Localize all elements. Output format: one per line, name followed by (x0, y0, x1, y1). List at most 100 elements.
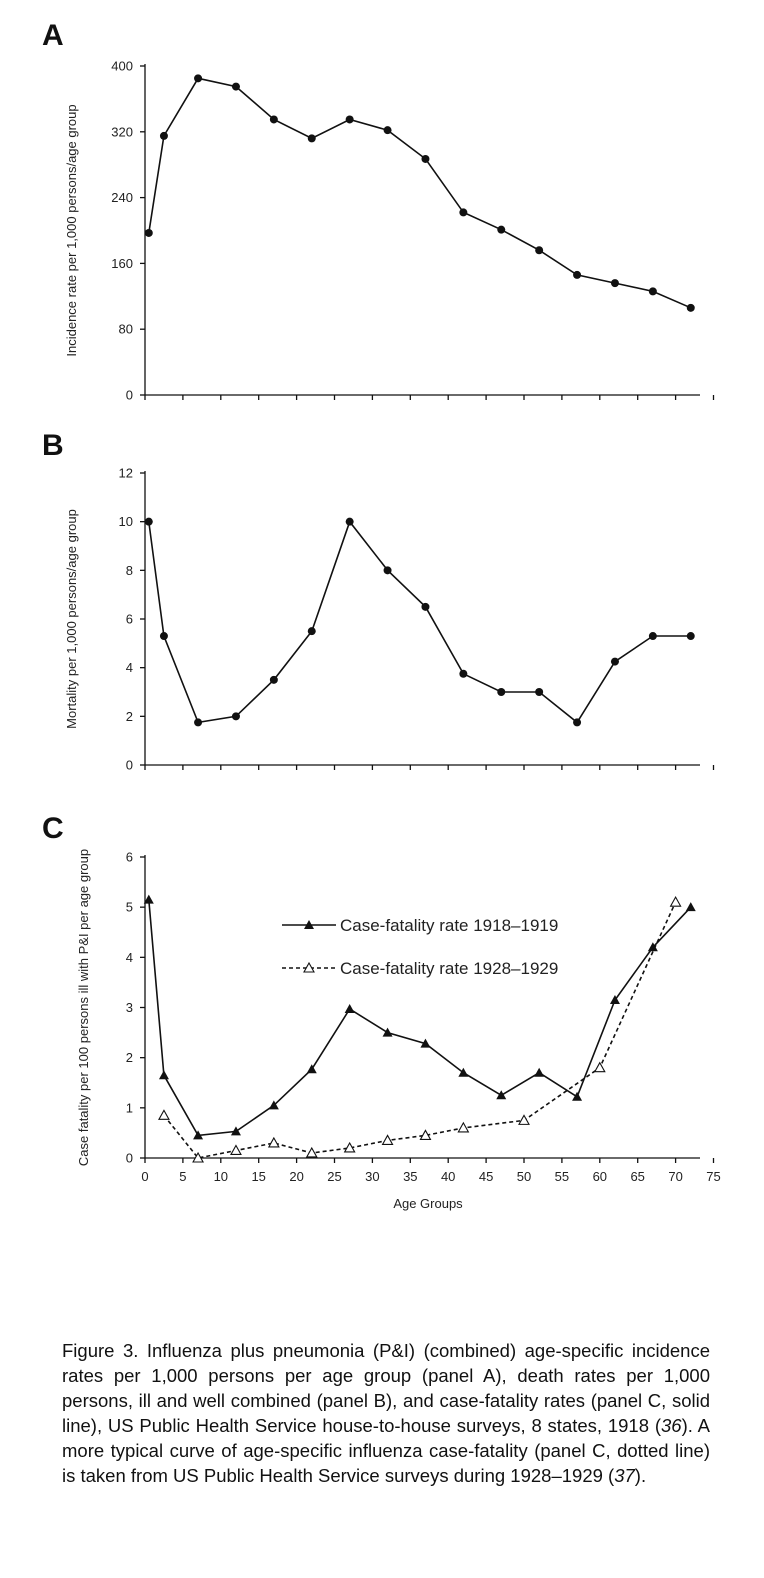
panel-c-x-tick-label: 55 (555, 1169, 569, 1184)
panel-c-data-point (420, 1038, 431, 1048)
panel-a-data-point (459, 208, 468, 217)
panel-c-x-tick-label: 75 (706, 1169, 720, 1184)
panel-c-data-point (306, 1064, 317, 1074)
panel-c-x-tick-label: 65 (630, 1169, 644, 1184)
panel-c-x-tick-label: 40 (441, 1169, 455, 1184)
caption-text-1: Figure 3. Influenza plus pneumonia (P&I)… (62, 1340, 710, 1436)
panel-b-data-point (159, 632, 168, 641)
panel-c-data-point (518, 1114, 530, 1125)
panel-b-data-point (194, 718, 203, 727)
panel-a-data-point (307, 134, 316, 143)
panel-c-y-tick-label: 6 (126, 850, 133, 865)
panel-c-x-tick-label: 70 (668, 1169, 682, 1184)
panel-a-data-point (194, 74, 203, 83)
panel-c-x-axis-title: Age Groups (393, 1196, 463, 1211)
panel-b-data-point (144, 517, 153, 526)
panel-a-data-point (497, 225, 506, 234)
panel-a-data-point (610, 279, 619, 288)
panel-c-x-tick-label: 50 (517, 1169, 531, 1184)
panel-c-x-tick-label: 45 (479, 1169, 493, 1184)
panel-c-y-tick-label: 5 (126, 900, 133, 915)
panel-c-data-point (685, 902, 696, 912)
panel-c-data-point (193, 1130, 204, 1140)
panel-b-data-point (269, 675, 278, 684)
caption-ref-36: 36 (660, 1415, 682, 1436)
panel-b-data-point (573, 718, 582, 727)
panel-c-data-point (268, 1100, 279, 1110)
panel-c-x-tick-label: 20 (289, 1169, 303, 1184)
panel-b-data-point (610, 657, 619, 666)
panel-c-legend-label-1: Case-fatality rate 1918–1919 (340, 916, 558, 935)
panel-a-data-point (231, 82, 240, 91)
caption-text-2: ). A more typical curve of age-specific … (62, 1415, 710, 1486)
panel-c-data-point (344, 1004, 355, 1014)
panel-c-data-point (593, 1061, 606, 1073)
panel-a-letter: A (42, 19, 64, 52)
panel-a-series-1-line (148, 77, 692, 309)
panel-b-data-point (421, 602, 430, 611)
panel-c-y-tick-label: 4 (126, 950, 133, 965)
panel-a-y-tick-label: 400 (111, 59, 133, 74)
panel-b-y-tick-label: 10 (119, 514, 133, 529)
panel-a-y-axis-title: Incidence rate per 1,000 persons/age gro… (64, 104, 79, 356)
panel-b-y-tick-label: 12 (119, 466, 133, 481)
panel-a-data-point (686, 303, 695, 312)
panel-b-data-point (686, 632, 695, 641)
panel-a-data-point (573, 270, 582, 279)
panel-c-y-tick-label: 2 (126, 1050, 133, 1065)
panel-a-y-tick-label: 0 (126, 388, 133, 403)
panel-c-x-tick-label: 5 (179, 1169, 186, 1184)
caption-ref-37: 37 (614, 1465, 635, 1486)
panel-b-data-point (459, 669, 468, 678)
panel-c-legend-marker-1 (304, 920, 314, 929)
panel-c-data-point (158, 1109, 170, 1120)
panel-b-data-point (231, 712, 240, 721)
panel-c-legend-label-2: Case-fatality rate 1928–1929 (340, 959, 558, 978)
panel-b-data-point (383, 566, 392, 575)
panel-c-data-point (458, 1067, 469, 1077)
panel-b-letter: B (42, 429, 64, 462)
panel-a-data-point (383, 126, 392, 135)
panel-b-y-axis-title: Mortality per 1,000 persons/age group (64, 509, 79, 729)
panel-c-data-point (230, 1126, 241, 1136)
panel-b-y-tick-label: 0 (126, 758, 133, 773)
panel-c-data-point (419, 1129, 432, 1140)
panel-a-data-point (648, 287, 657, 296)
panel-c-data-point (158, 1070, 169, 1080)
panel-c-x-tick-label: 25 (327, 1169, 341, 1184)
panel-c-legend-marker-2 (303, 961, 315, 973)
panel-c-x-tick-label: 60 (593, 1169, 607, 1184)
figure-caption: Figure 3. Influenza plus pneumonia (P&I)… (62, 1338, 710, 1488)
panel-c-letter: C (42, 812, 64, 845)
panel-a-data-point (269, 115, 278, 124)
panel-b-data-point (345, 517, 354, 526)
panel-a-y-tick-label: 320 (111, 124, 133, 139)
panel-b-data-point (307, 627, 316, 636)
panel-c-y-axis-title: Case fatality per 100 persons ill with P… (76, 849, 91, 1166)
panel-c-x-tick-label: 15 (251, 1169, 265, 1184)
panel-c-data-point (267, 1136, 280, 1148)
panel-a-data-point (159, 131, 168, 140)
panel-c-series-2-line (163, 901, 677, 1159)
panel-c-data-point (381, 1134, 394, 1145)
panel-a-y-tick-label: 80 (119, 322, 133, 337)
panel-c-data-point (343, 1141, 356, 1153)
panel-c-data-point (230, 1144, 242, 1156)
panel-b-y-tick-label: 8 (126, 563, 133, 578)
panel-c-series-1-line (148, 899, 692, 1137)
panel-b-y-tick-label: 6 (126, 612, 133, 627)
panel-c-data-point (609, 994, 620, 1004)
panel-c-data-point (496, 1090, 507, 1100)
panel-a-y-tick-label: 240 (111, 190, 133, 205)
panel-c-y-tick-label: 3 (126, 1000, 133, 1015)
panel-b-data-point (648, 632, 657, 641)
panel-c-y-tick-label: 1 (126, 1100, 133, 1115)
panel-a-data-point (345, 115, 354, 124)
panel-c-data-point (534, 1067, 545, 1077)
panel-b-data-point (497, 688, 506, 696)
panel-b-y-tick-label: 4 (126, 660, 133, 675)
panel-c-x-tick-label: 10 (214, 1169, 228, 1184)
panel-a-y-tick-label: 160 (111, 256, 133, 271)
panel-c-data-point (143, 894, 154, 904)
